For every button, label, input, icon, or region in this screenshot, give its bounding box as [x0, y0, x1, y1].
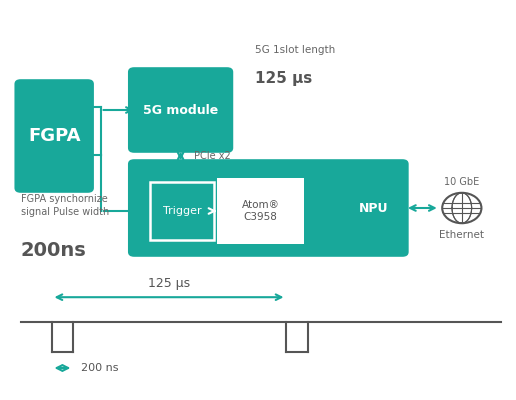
FancyBboxPatch shape: [217, 178, 304, 244]
Text: Trigger: Trigger: [163, 206, 201, 216]
Text: 200 ns: 200 ns: [81, 363, 119, 373]
Text: Ethernet: Ethernet: [439, 230, 485, 240]
Text: PCIe x2: PCIe x2: [194, 151, 230, 161]
Text: 125 μs: 125 μs: [148, 277, 190, 290]
Text: 10 GbE: 10 GbE: [444, 177, 479, 187]
Text: 200ns: 200ns: [21, 240, 86, 260]
Text: 5G module: 5G module: [143, 104, 218, 116]
Text: Atom®
C3958: Atom® C3958: [241, 200, 280, 222]
Text: FGPA: FGPA: [28, 127, 80, 145]
FancyBboxPatch shape: [14, 79, 94, 193]
Text: 5G 1slot length: 5G 1slot length: [255, 45, 336, 55]
Text: NPU: NPU: [359, 202, 389, 214]
FancyBboxPatch shape: [128, 67, 233, 153]
FancyBboxPatch shape: [128, 159, 409, 257]
Text: FGPA synchornize
signal Pulse width: FGPA synchornize signal Pulse width: [21, 194, 109, 217]
Text: 125 μs: 125 μs: [255, 70, 313, 86]
